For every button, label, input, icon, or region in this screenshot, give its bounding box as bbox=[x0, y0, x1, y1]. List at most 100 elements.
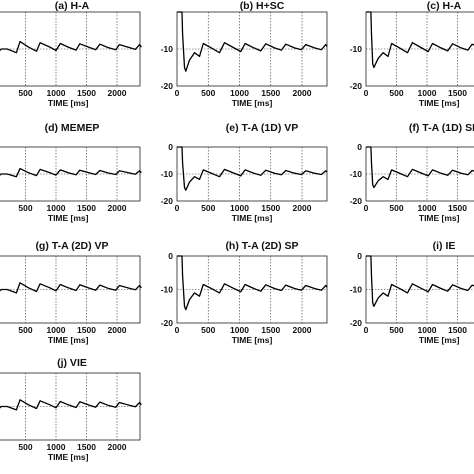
panel-title: (j) VIE bbox=[57, 357, 87, 369]
x-tick-label: 1500 bbox=[77, 325, 96, 335]
x-tick-label: 1000 bbox=[47, 203, 66, 213]
x-tick-label: 500 bbox=[18, 88, 32, 98]
panel-title: (d) MEMEP bbox=[45, 122, 100, 134]
x-tick-label: 0 bbox=[175, 325, 180, 335]
chart-panel: (d) MEMEP 500 1000 1500 2000 TIME [ms] bbox=[0, 122, 142, 223]
chart-panel: (e) T-A (1D) VP 0 500 1000 1500 2000 0 -10 -20 TI… bbox=[161, 122, 328, 223]
x-tick-label: 1000 bbox=[47, 442, 66, 452]
series-line bbox=[0, 399, 142, 411]
panel-title: (i) IE bbox=[433, 240, 456, 252]
x-tick-label: 500 bbox=[389, 203, 403, 213]
x-axis-label: TIME [ms] bbox=[232, 335, 273, 345]
y-tick-label: -20 bbox=[161, 81, 174, 91]
x-tick-label: 1000 bbox=[47, 325, 66, 335]
x-tick-label: 2000 bbox=[108, 442, 127, 452]
x-tick-label: 500 bbox=[389, 88, 403, 98]
series-line bbox=[0, 167, 142, 178]
x-tick-label: 2000 bbox=[293, 325, 312, 335]
panel-title: (f) T-A (1D) SP bbox=[409, 122, 474, 134]
x-tick-label: 1500 bbox=[261, 325, 280, 335]
y-tick-label: -10 bbox=[161, 169, 174, 179]
x-tick-label: 2000 bbox=[108, 88, 127, 98]
x-tick-label: 2000 bbox=[293, 88, 312, 98]
x-axis-label: TIME [ms] bbox=[48, 335, 89, 345]
y-tick-label: -10 bbox=[350, 285, 363, 295]
x-tick-label: 1500 bbox=[261, 203, 280, 213]
x-tick-label: 1000 bbox=[418, 325, 437, 335]
chart-panel: (b) H+SC 0 500 1000 1500 2000 -10 -20 TIME [ms] bbox=[161, 0, 328, 108]
chart-panel: (g) T-A (2D) VP 500 1000 1500 2000 TIME [ms] bbox=[0, 240, 142, 345]
x-axis-label: TIME [ms] bbox=[48, 98, 89, 108]
series-line bbox=[177, 146, 328, 191]
x-tick-label: 2000 bbox=[108, 325, 127, 335]
series-line bbox=[366, 146, 474, 189]
x-tick-label: 1500 bbox=[448, 88, 467, 98]
x-tick-label: 2000 bbox=[108, 203, 127, 213]
x-axis-label: TIME [ms] bbox=[419, 335, 460, 345]
x-tick-label: 0 bbox=[364, 88, 369, 98]
panel-title: (h) T-A (2D) SP bbox=[225, 240, 298, 252]
x-tick-label: 1500 bbox=[448, 325, 467, 335]
x-tick-label: 0 bbox=[175, 203, 180, 213]
x-axis-label: TIME [ms] bbox=[419, 213, 460, 223]
x-axis-label: TIME [ms] bbox=[232, 213, 273, 223]
series-line bbox=[177, 255, 328, 311]
x-tick-label: 1000 bbox=[230, 203, 249, 213]
x-axis-label: TIME [ms] bbox=[48, 452, 89, 462]
x-tick-label: 1500 bbox=[448, 203, 467, 213]
x-tick-label: 500 bbox=[201, 203, 215, 213]
y-tick-label: -20 bbox=[350, 81, 363, 91]
x-tick-label: 1000 bbox=[418, 88, 437, 98]
panel-title: (e) T-A (1D) VP bbox=[226, 122, 299, 134]
x-tick-label: 500 bbox=[201, 88, 215, 98]
y-tick-label: -10 bbox=[161, 44, 174, 54]
y-tick-label: -20 bbox=[350, 318, 363, 328]
panel-title: (c) H-A bbox=[427, 0, 462, 12]
y-tick-label: -20 bbox=[161, 318, 174, 328]
y-tick-label: 0 bbox=[168, 142, 173, 152]
x-tick-label: 500 bbox=[18, 442, 32, 452]
panel-title: (b) H+SC bbox=[240, 0, 285, 12]
x-tick-label: 1500 bbox=[77, 442, 96, 452]
chart-panel: (h) T-A (2D) SP 0 500 1000 1500 2000 0 -10 -20 TI… bbox=[161, 240, 328, 345]
y-tick-label: -10 bbox=[161, 285, 174, 295]
x-tick-label: 1000 bbox=[230, 88, 249, 98]
series-line bbox=[177, 11, 328, 72]
y-tick-label: -20 bbox=[350, 196, 363, 206]
y-tick-label: 0 bbox=[168, 251, 173, 261]
panel-title: (a) H-A bbox=[55, 0, 90, 12]
x-tick-label: 0 bbox=[175, 88, 180, 98]
y-tick-label: -20 bbox=[161, 196, 174, 206]
series-line bbox=[366, 255, 474, 307]
chart-panel: (a) H-A 500 1000 1500 2000 TIME [ms] bbox=[0, 0, 142, 108]
panel-title: (g) T-A (2D) VP bbox=[35, 240, 108, 252]
y-tick-label: -10 bbox=[350, 169, 363, 179]
x-axis-label: TIME [ms] bbox=[419, 98, 460, 108]
x-tick-label: 2000 bbox=[293, 203, 312, 213]
y-tick-label: 0 bbox=[357, 142, 362, 152]
series-line bbox=[366, 11, 474, 69]
y-tick-label: 0 bbox=[357, 251, 362, 261]
x-tick-label: 1000 bbox=[230, 325, 249, 335]
y-tick-label: -10 bbox=[350, 44, 363, 54]
x-axis-label: TIME [ms] bbox=[232, 98, 273, 108]
x-tick-label: 500 bbox=[18, 325, 32, 335]
series-line bbox=[0, 40, 142, 54]
x-tick-label: 1000 bbox=[418, 203, 437, 213]
x-tick-label: 1000 bbox=[47, 88, 66, 98]
x-tick-label: 1500 bbox=[77, 88, 96, 98]
x-tick-label: 1500 bbox=[261, 88, 280, 98]
series-line bbox=[0, 282, 142, 294]
x-tick-label: 0 bbox=[364, 203, 369, 213]
x-tick-label: 500 bbox=[201, 325, 215, 335]
x-tick-label: 1500 bbox=[77, 203, 96, 213]
chart-panel: (j) VIE 500 1000 1500 2000 TIME [ms] bbox=[0, 357, 142, 462]
x-tick-label: 0 bbox=[364, 325, 369, 335]
chart-panel: (f) T-A (1D) SP05001000150020000-10-20TI… bbox=[350, 122, 474, 223]
x-tick-label: 500 bbox=[389, 325, 403, 335]
x-axis-label: TIME [ms] bbox=[48, 213, 89, 223]
x-tick-label: 500 bbox=[18, 203, 32, 213]
